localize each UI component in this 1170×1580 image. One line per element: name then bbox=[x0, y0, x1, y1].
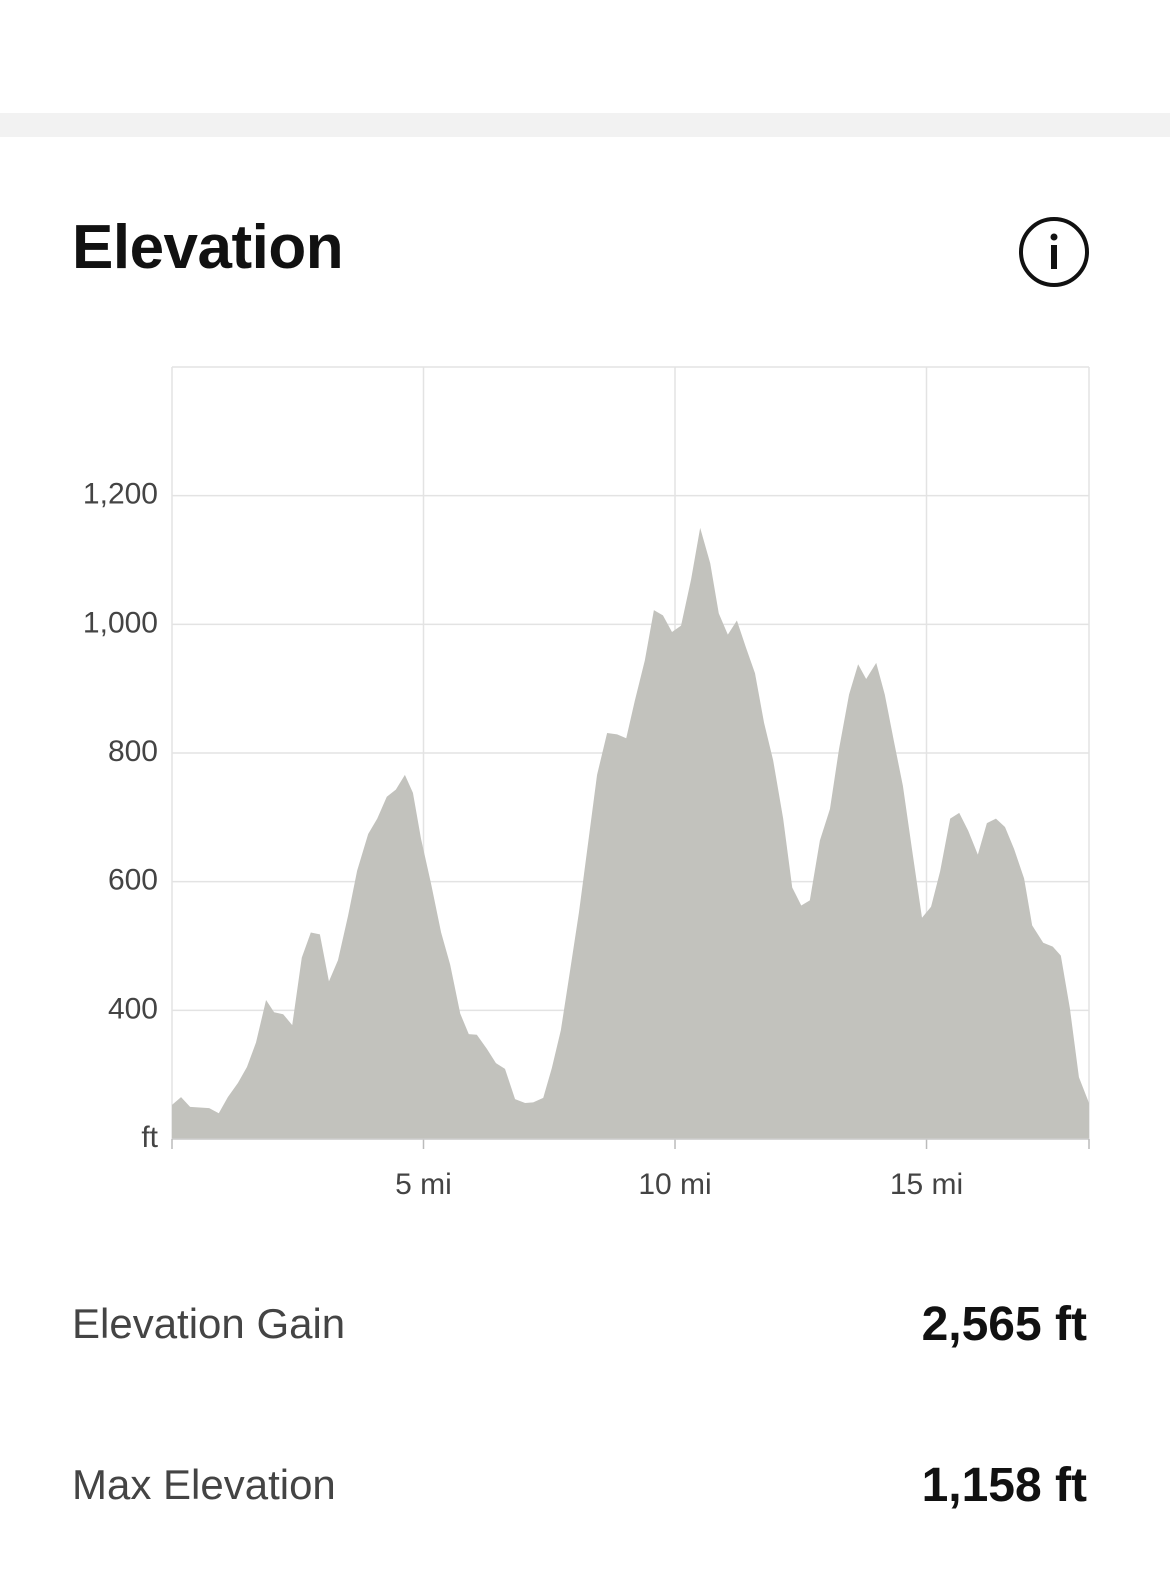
y-tick-label: 1,200 bbox=[83, 478, 158, 511]
section-divider bbox=[0, 113, 1170, 137]
y-tick-label: ft bbox=[141, 1121, 158, 1154]
y-tick-label: 600 bbox=[108, 864, 158, 897]
stat-label: Elevation Gain bbox=[72, 1300, 346, 1347]
x-tick-label: 5 mi bbox=[395, 1168, 452, 1201]
y-tick-label: 800 bbox=[108, 735, 158, 768]
stat-value: 2,565 ft bbox=[921, 1298, 1087, 1351]
y-tick-label: 1,000 bbox=[83, 606, 158, 639]
info-button[interactable] bbox=[1017, 216, 1091, 290]
x-tick-label: 15 mi bbox=[890, 1168, 963, 1201]
x-tick-label: 10 mi bbox=[638, 1168, 711, 1201]
elevation-chart: ft 400 600 800 1,000 1,200 5 mi 10 mi 15 mi bbox=[83, 366, 1090, 1201]
elevation-area bbox=[172, 527, 1089, 1139]
stat-value: 1,158 ft bbox=[921, 1459, 1087, 1512]
stat-label: Max Elevation bbox=[72, 1461, 336, 1508]
y-tick-label: 400 bbox=[108, 992, 158, 1025]
section-title: Elevation bbox=[72, 213, 344, 282]
